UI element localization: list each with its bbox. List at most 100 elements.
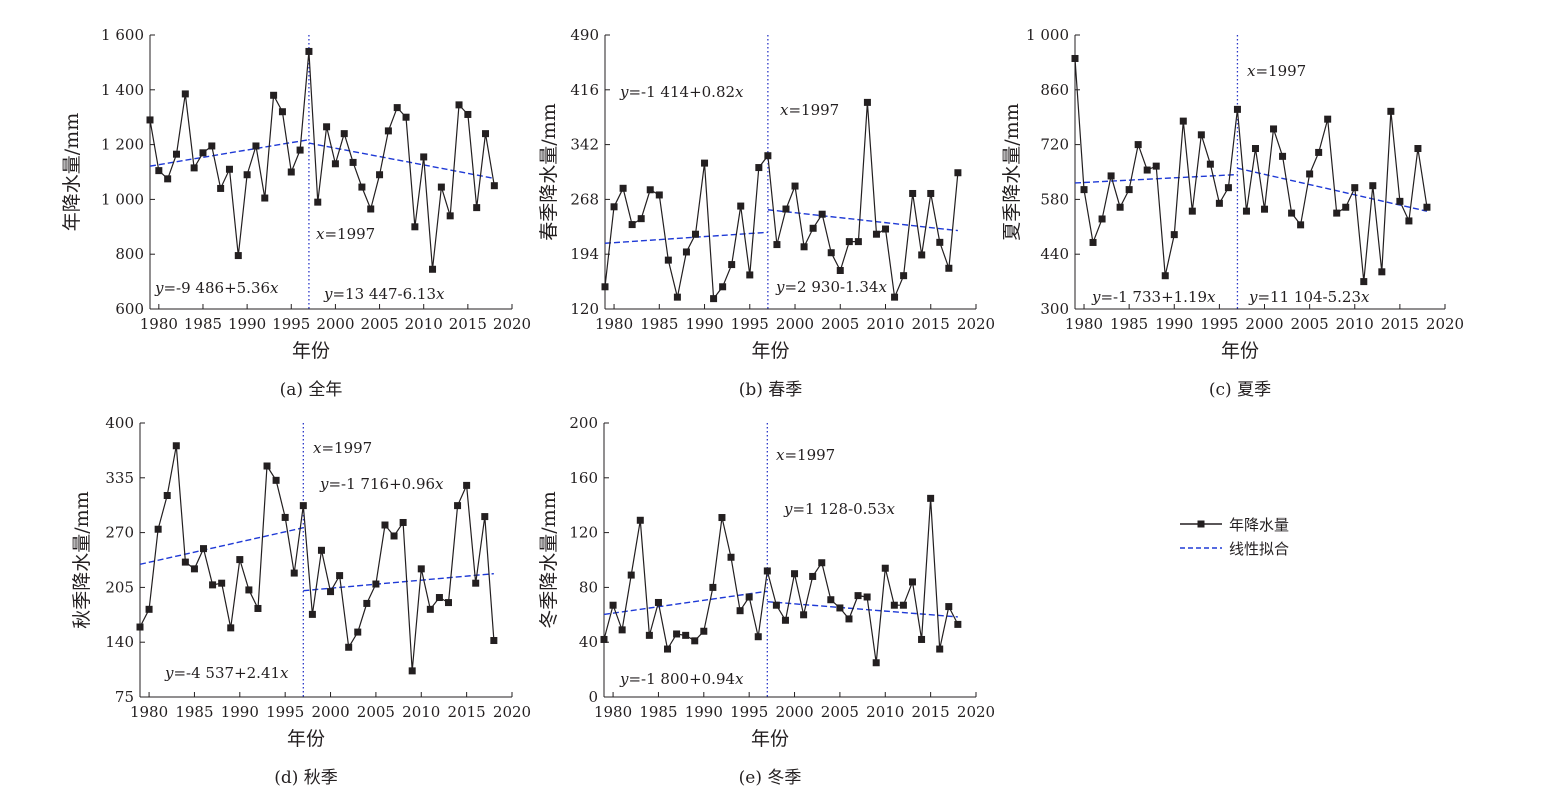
y-tick-label: 120 xyxy=(570,300,599,318)
data-point xyxy=(227,624,235,632)
data-point xyxy=(1134,141,1142,149)
data-point xyxy=(429,265,437,273)
fit-line xyxy=(767,209,958,232)
y-axis-label: 冬季降水量/mm xyxy=(538,491,560,628)
x-tick-label: 1985 xyxy=(640,315,678,333)
y-tick-label: 335 xyxy=(105,469,134,487)
data-point xyxy=(918,251,926,259)
legend-series-marker xyxy=(1197,520,1205,528)
x-tick-label: 1990 xyxy=(685,315,723,333)
data-point xyxy=(331,160,339,168)
data-point xyxy=(234,252,242,260)
data-point xyxy=(399,518,407,526)
data-point xyxy=(710,295,718,303)
x-tick-label: 2015 xyxy=(1381,315,1419,333)
x-tick-label: 2010 xyxy=(866,703,904,721)
x-tick-label: 1990 xyxy=(228,315,266,333)
data-point xyxy=(1170,231,1178,239)
data-point xyxy=(199,149,207,157)
data-point xyxy=(645,631,653,639)
data-point xyxy=(772,601,780,609)
data-point xyxy=(381,521,389,529)
data-point xyxy=(637,215,645,223)
data-point xyxy=(349,158,357,166)
x-tick-label: 1980 xyxy=(1065,315,1103,333)
x-tick-label: 1980 xyxy=(595,315,633,333)
data-point xyxy=(145,605,153,613)
y-tick-label: 194 xyxy=(570,245,599,263)
data-point xyxy=(372,580,380,588)
x-tick-label: 1995 xyxy=(1200,315,1238,333)
series-line xyxy=(139,445,495,671)
y-tick-label: 1 000 xyxy=(101,190,144,208)
data-point xyxy=(836,604,844,612)
data-point xyxy=(490,637,498,645)
fit-line xyxy=(1074,173,1238,184)
data-point xyxy=(482,130,490,138)
data-point xyxy=(408,667,416,675)
data-point xyxy=(1143,166,1151,174)
x-tick-label: 2015 xyxy=(449,315,487,333)
data-point xyxy=(200,545,208,553)
data-point xyxy=(208,142,216,150)
data-point xyxy=(727,553,735,561)
data-point xyxy=(891,293,899,301)
fit-equation: y=-1 800+0.94x xyxy=(619,670,744,688)
data-point xyxy=(827,596,835,604)
data-point xyxy=(872,230,880,238)
y-tick-label: 1 000 xyxy=(1026,26,1069,44)
data-point xyxy=(719,283,727,291)
data-point xyxy=(417,565,425,573)
data-point xyxy=(1242,207,1250,215)
data-point xyxy=(1315,148,1323,156)
data-point xyxy=(367,205,375,213)
y-tick-label: 600 xyxy=(115,300,144,318)
y-axis-label: 年降水量/mm xyxy=(61,113,83,231)
fit-equation: y=2 930-1.34x xyxy=(775,278,887,296)
data-point xyxy=(728,261,736,269)
data-point xyxy=(1125,186,1133,194)
fit-equation: y=-1 414+0.82x xyxy=(619,83,744,101)
x-tick-label: 2020 xyxy=(493,703,531,721)
data-point xyxy=(945,264,953,272)
data-point xyxy=(1387,107,1395,115)
data-point xyxy=(646,186,654,194)
data-point xyxy=(420,153,428,161)
data-point xyxy=(609,601,617,609)
data-point xyxy=(737,202,745,210)
y-tick-label: 80 xyxy=(579,578,598,596)
data-point xyxy=(1116,203,1124,211)
data-point xyxy=(426,605,434,613)
data-point xyxy=(481,513,489,521)
data-point xyxy=(217,184,225,192)
fit-equation: y=-4 537+2.41x xyxy=(164,664,289,682)
y-tick-label: 800 xyxy=(115,245,144,263)
data-point xyxy=(1351,184,1359,192)
data-point xyxy=(473,204,481,212)
legend: 年降水量 线性拟合 xyxy=(1180,516,1289,558)
x-tick-label: 1985 xyxy=(184,315,222,333)
data-point xyxy=(618,626,626,634)
data-point xyxy=(390,532,398,540)
data-point xyxy=(1405,217,1413,225)
data-point xyxy=(845,615,853,623)
fit-equation: y=-9 486+5.36x xyxy=(154,279,279,297)
data-point xyxy=(754,633,762,641)
data-point xyxy=(1215,199,1223,207)
data-point xyxy=(358,183,366,191)
data-point xyxy=(290,569,298,577)
data-point xyxy=(287,168,295,176)
x-tick-label: 2000 xyxy=(311,703,349,721)
panel-caption: (c) 夏季 xyxy=(1209,380,1271,400)
data-point xyxy=(411,223,419,231)
data-point xyxy=(245,586,253,594)
data-point xyxy=(764,152,772,160)
data-point xyxy=(1423,203,1431,211)
x-tick-label: 2005 xyxy=(360,315,398,333)
data-point xyxy=(1288,209,1296,217)
y-tick-label: 300 xyxy=(1040,300,1069,318)
x-axis-label: 年份 xyxy=(287,728,325,750)
data-point xyxy=(763,567,771,575)
data-point xyxy=(354,628,362,636)
